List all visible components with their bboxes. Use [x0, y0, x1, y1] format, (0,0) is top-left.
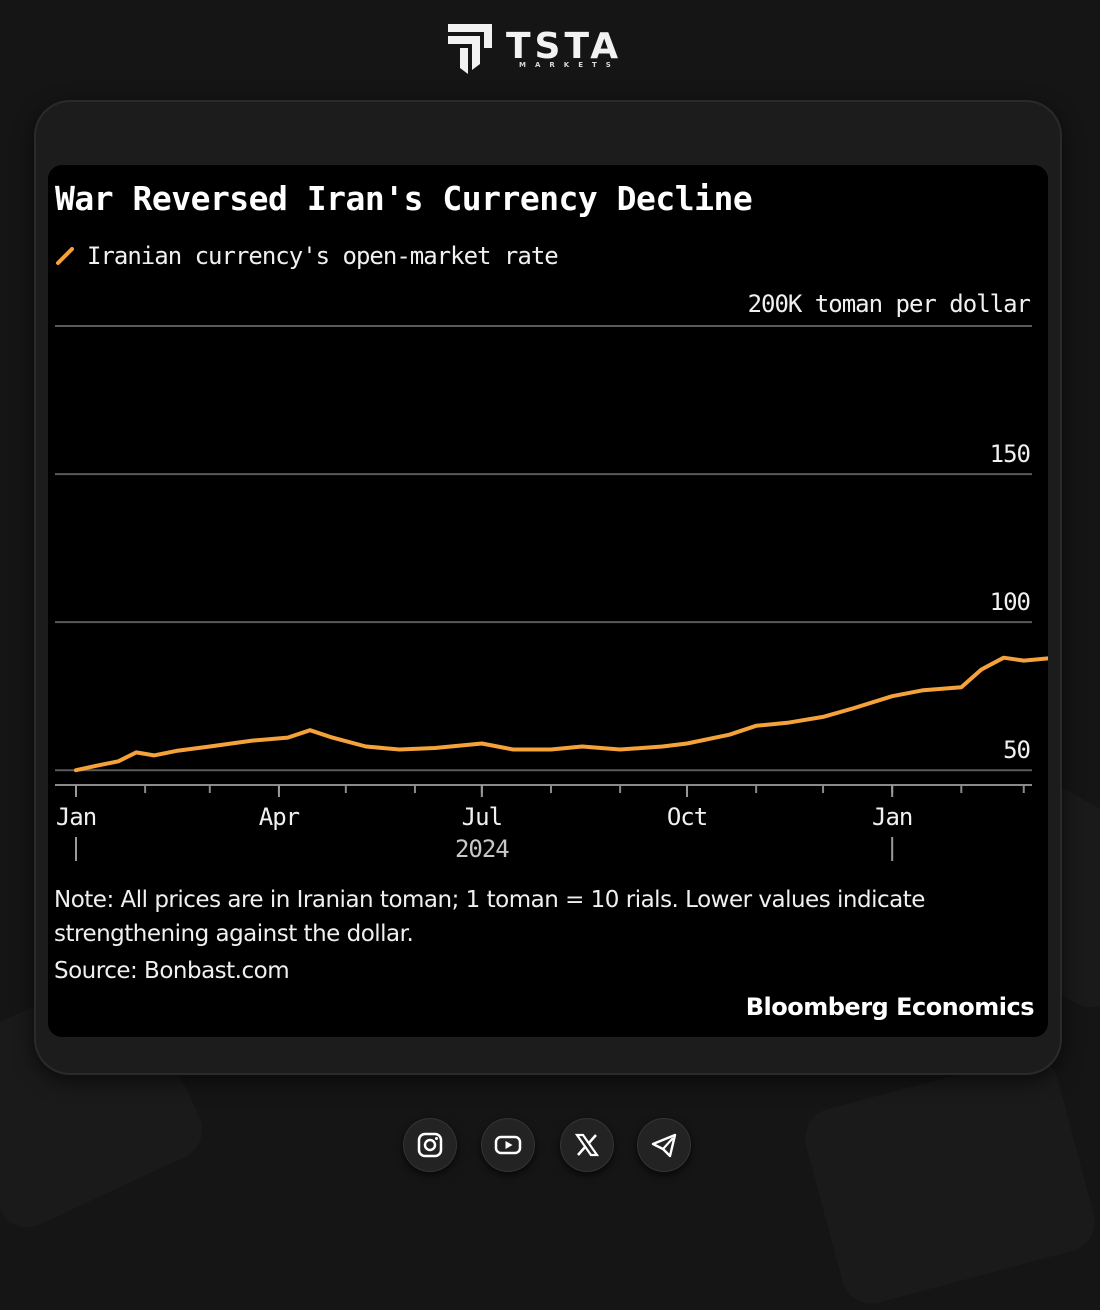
x-tick-label: Oct	[667, 803, 707, 831]
line-chart: 200K toman per dollar 50 100 150 Jan Apr Jul O…	[55, 290, 1048, 863]
grid-layer: 200K toman per dollar 50 100 150	[55, 290, 1032, 772]
y-tick-label: 50	[1003, 736, 1030, 764]
brand-header: TSTA MARKETS	[0, 18, 1100, 78]
year-label: 2024	[455, 835, 509, 863]
brand-subtitle: MARKETS	[519, 61, 620, 69]
x-tick-label: Jan	[872, 803, 912, 831]
y-tick-label: 100	[990, 588, 1030, 616]
brand-name: TSTA	[506, 26, 623, 67]
publisher-credit: Bloomberg Economics	[745, 993, 1035, 1021]
instagram-button[interactable]	[403, 1118, 457, 1172]
x-tick-label: Jan	[56, 803, 96, 831]
tsta-logo-icon	[448, 24, 492, 74]
legend-swatch-icon	[56, 247, 74, 265]
series-line	[74, 655, 1048, 773]
legend-label: Iranian currency's open-market rate	[87, 242, 559, 270]
social-links	[0, 1118, 1100, 1178]
youtube-icon	[494, 1135, 522, 1155]
x-tick-label: Apr	[259, 803, 300, 831]
telegram-icon	[651, 1133, 677, 1158]
x-twitter-icon	[574, 1133, 600, 1157]
x-twitter-button[interactable]	[560, 1118, 614, 1172]
chart-source: Source: Bonbast.com	[54, 958, 290, 984]
chart-card: War Reversed Iran's Currency Decline Ira…	[48, 165, 1048, 1037]
y-axis-unit-label: 200K toman per dollar	[748, 290, 1031, 318]
youtube-button[interactable]	[481, 1118, 535, 1172]
chart-note: Note: All prices are in Iranian toman; 1…	[54, 887, 925, 947]
instagram-icon	[417, 1132, 443, 1158]
telegram-button[interactable]	[637, 1118, 691, 1172]
background-shape	[798, 1049, 1100, 1310]
y-tick-label: 150	[990, 440, 1030, 468]
chart-legend: Iranian currency's open-market rate	[55, 241, 559, 271]
x-axis: JanAprJulOctJanAprJulOctJan202420252026	[55, 784, 1032, 863]
chart-title: War Reversed Iran's Currency Decline	[55, 179, 753, 218]
series-layer	[74, 655, 1048, 773]
x-tick-label: Jul	[462, 803, 502, 831]
